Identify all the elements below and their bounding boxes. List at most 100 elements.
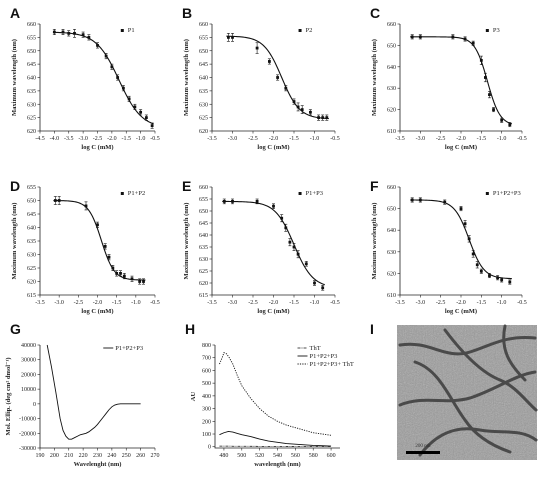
x-tick-label: -3.5 [35,300,45,306]
y-tick-label: 635 [27,89,36,95]
y-tick-label: 660 [199,185,208,191]
y-tick-label: 640 [27,76,36,82]
x-tick-label: 580 [309,453,318,459]
axes [399,24,522,132]
data-point [119,272,122,275]
x-tick-label: -2.0 [107,136,117,142]
series-line [219,352,332,436]
data-point [96,44,99,47]
fit-curve [226,35,329,120]
data-point [309,110,312,114]
panel-letter: D [10,178,20,194]
y-tick-label: 630 [387,250,396,256]
y-tick-label: 700 [202,356,211,362]
data-point [144,116,148,120]
data-point [479,58,483,62]
data-point [52,30,56,34]
x-axis-label: log C (mM) [257,308,289,315]
y-tick-label: 650 [387,207,396,213]
data-point [104,54,108,58]
y-tick-label: 300 [202,407,211,413]
y-tick-label: 635 [199,245,208,251]
x-tick-label: -1.0 [497,300,507,306]
data-point [321,116,325,120]
y-axis-label: Mol. Ellip. (deg cm² dmol⁻¹) [5,357,12,435]
scale-bar-label: 200 nm [415,444,430,449]
x-tick-label: -3.0 [54,300,64,306]
x-tick-label: -3.5 [64,136,74,142]
data-point [471,41,475,45]
fit-curve [410,199,512,280]
x-tick-label: -3.0 [78,136,88,142]
axes [214,345,340,449]
panel-letter: C [370,5,380,21]
y-tick-label: 660 [387,185,396,191]
data-point [268,60,271,63]
x-axis-label: log C (mM) [445,144,477,151]
x-tick-label: -1.5 [477,300,487,306]
series-line [46,344,141,440]
data-point [73,31,76,35]
y-tick-label: 630 [387,86,396,92]
x-tick-label: -1.0 [310,136,320,142]
legend-marker [485,192,489,195]
data-point [127,97,131,101]
data-point [492,108,495,111]
y-tick-label: 620 [27,280,36,286]
x-tick-label: -0.5 [150,300,160,306]
data-point [296,105,300,109]
data-point [53,199,57,202]
legend-marker [120,192,124,195]
y-tick-label: 620 [199,281,208,287]
legend-marker [485,29,489,32]
data-point [272,204,275,208]
y-axis-label: Maximum wavelength (nm) [371,203,378,280]
y-tick-label: 625 [199,116,208,122]
legend-label: P1+P2+P3+ ThT [310,361,354,368]
y-tick-label: 200 [202,419,211,425]
axes [211,187,335,296]
data-point [276,76,279,79]
y-tick-label: 640 [387,228,396,234]
y-tick-label: 0 [33,402,36,408]
y-tick-label: 615 [27,293,36,299]
y-axis-label: Maximum wavelength (nm) [183,39,190,116]
y-tick-label: 40000 [21,343,36,349]
x-tick-label: -0.5 [150,136,160,142]
y-tick-label: 20000 [21,372,36,378]
data-point [280,216,284,220]
y-tick-label: 400 [202,394,211,400]
x-tick-label: 200 [50,453,59,459]
data-point [410,198,414,202]
data-point [467,237,471,241]
x-tick-label: -3.0 [228,136,238,142]
data-point [284,226,288,230]
x-tick-label: -2.0 [456,136,466,142]
data-point [57,199,61,202]
y-tick-label: 630 [199,257,208,263]
x-tick-label: 560 [291,453,300,459]
y-tick-label: 600 [202,368,211,374]
y-tick-label: 610 [387,293,396,299]
fit-curve [410,36,512,125]
panel-a: A -4.5 -4.0 -3.5 -3.0 -2.5 -2.0 -1.5 -1.0 -0.5 620… [10,5,160,151]
legend-label: P1+P2 [128,190,145,197]
y-tick-label: 655 [199,197,208,203]
fit-curve [222,200,325,286]
data-point [304,262,308,266]
y-tick-label: 655 [27,35,36,41]
data-point [116,76,120,79]
y-tick-label: -20000 [19,431,36,437]
y-axis-label: Maximum wavelength (nm) [183,203,190,280]
data-point [222,200,226,203]
x-tick-label: 480 [219,453,228,459]
fibrils [398,324,538,457]
panel-e: E -3.5 -3.0 -2.5 -2.0 -1.5 -1.0 -0.5 615 620 625 63… [182,178,340,315]
panel-b: B -3.5 -3.0 -2.5 -2.0 -1.5 -1.0 -0.5 620 625 630 63… [182,5,340,151]
y-tick-label: 625 [27,116,36,122]
y-axis-label: Maximum wavelength (nm) [371,39,378,116]
y-tick-label: -30000 [19,446,36,452]
panel-letter: E [182,178,191,194]
legend-label: ThT [310,345,321,352]
x-tick-label: 190 [36,453,45,459]
